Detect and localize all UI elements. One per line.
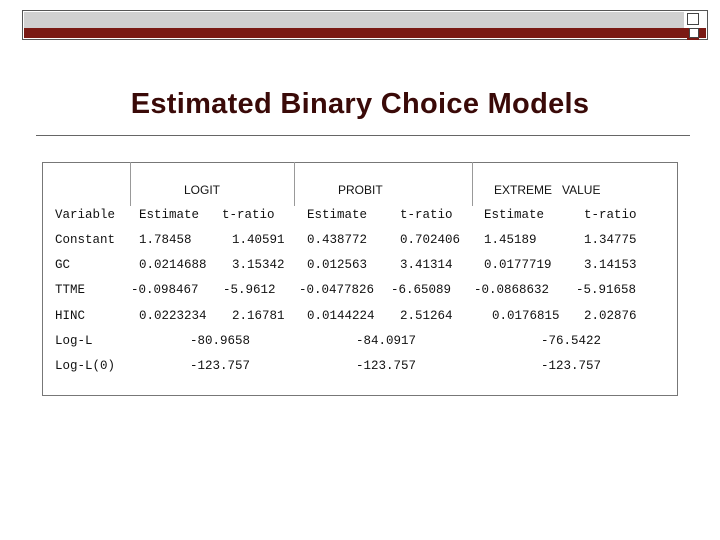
ev-estimate: 0.0176815 — [492, 309, 560, 323]
logit-t-ratio: -5.9612 — [223, 283, 276, 297]
probit-t-ratio: 3.41314 — [400, 258, 453, 272]
column-header-estimate: Estimate — [139, 208, 200, 222]
probit-t-ratio: 0.702406 — [400, 233, 461, 247]
column-header-t-ratio: t-ratio — [222, 208, 275, 222]
probit-estimate: 0.012563 — [307, 258, 368, 272]
group-header-logit: LOGIT — [184, 183, 221, 197]
ev-t-ratio: 1.34775 — [584, 233, 637, 247]
row-label: TTME — [55, 283, 86, 297]
column-header-t-ratio: t-ratio — [584, 208, 637, 222]
logit-estimate: -0.098467 — [131, 283, 199, 297]
logit-estimate: 0.0223234 — [139, 309, 207, 323]
header-square-small — [689, 28, 699, 38]
logit-t-ratio: 3.15342 — [232, 258, 285, 272]
probit-t-ratio: -6.65089 — [391, 283, 452, 297]
row-label: HINC — [55, 309, 86, 323]
column-header-t-ratio: t-ratio — [400, 208, 453, 222]
estimates-table — [42, 162, 678, 396]
ev-t-ratio: -5.91658 — [576, 283, 637, 297]
probit-estimate: 0.438772 — [307, 233, 368, 247]
ev-log-likelihood-0: -123.757 — [541, 359, 602, 373]
header-gray-bar — [24, 12, 684, 28]
ev-t-ratio: 2.02876 — [584, 309, 637, 323]
group-header-probit: PROBIT — [338, 183, 383, 197]
probit-log-likelihood-0: -123.757 — [356, 359, 417, 373]
logit-estimate: 1.78458 — [139, 233, 192, 247]
ev-estimate: -0.0868632 — [474, 283, 550, 297]
probit-estimate: 0.0144224 — [307, 309, 375, 323]
header-square-light — [687, 13, 699, 25]
column-header-estimate: Estimate — [484, 208, 545, 222]
logit-estimate: 0.0214688 — [139, 258, 207, 272]
logit-t-ratio: 2.16781 — [232, 309, 285, 323]
ev-log-likelihood: -76.5422 — [541, 334, 602, 348]
ev-estimate: 1.45189 — [484, 233, 537, 247]
probit-t-ratio: 2.51264 — [400, 309, 453, 323]
logit-t-ratio: 1.40591 — [232, 233, 285, 247]
logit-log-likelihood: -80.9658 — [190, 334, 251, 348]
slide-title: Estimated Binary Choice Models — [130, 88, 590, 120]
logit-log-likelihood-0: -123.757 — [190, 359, 251, 373]
summary-label: Log-L(0) — [55, 359, 116, 373]
probit-log-likelihood: -84.0917 — [356, 334, 417, 348]
ev-t-ratio: 3.14153 — [584, 258, 637, 272]
table-divider — [472, 162, 473, 206]
summary-label: Log-L — [55, 334, 93, 348]
column-header-variable: Variable — [55, 208, 116, 222]
group-header-extreme-value: EXTREME VALUE — [494, 183, 601, 197]
probit-estimate: -0.0477826 — [299, 283, 375, 297]
title-rule — [36, 135, 690, 136]
table-divider — [294, 162, 295, 206]
column-header-estimate: Estimate — [307, 208, 368, 222]
table-divider — [130, 162, 131, 206]
row-label: GC — [55, 258, 71, 272]
header-maroon-band — [24, 28, 706, 38]
row-label: Constant — [55, 233, 116, 247]
ev-estimate: 0.0177719 — [484, 258, 552, 272]
